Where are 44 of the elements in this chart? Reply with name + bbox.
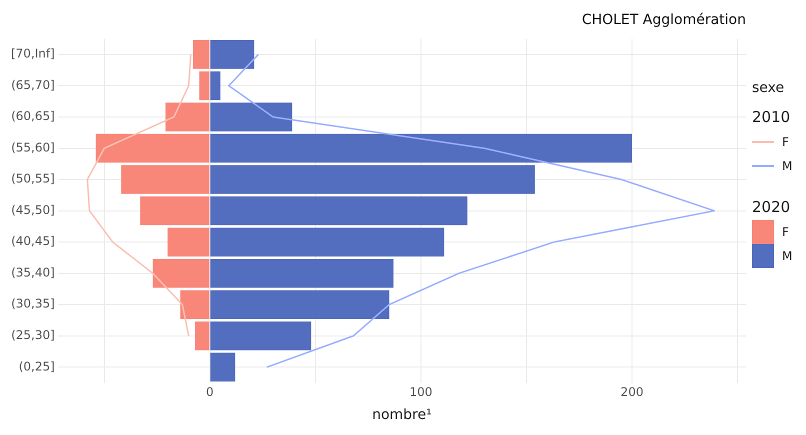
y-tick-label: (45,50] [11, 202, 55, 217]
bar [210, 134, 632, 163]
y-tick-label: (50,55] [11, 172, 55, 186]
bar [210, 352, 236, 382]
bar [210, 290, 390, 320]
bar [168, 228, 210, 256]
bar [210, 228, 444, 256]
bar [210, 258, 394, 288]
legend-label: M [782, 159, 792, 173]
y-tick-label: (35,40] [11, 265, 55, 280]
bar [210, 40, 254, 69]
bar [152, 258, 210, 288]
bar [96, 134, 210, 163]
chart-title: CHOLET Agglomération [582, 12, 746, 28]
y-tick-label: (60,65] [11, 109, 55, 124]
bar [180, 290, 210, 320]
bar [140, 196, 210, 226]
x-axis-title: nombre¹ [372, 407, 432, 424]
y-tick-label: (55,60] [11, 140, 55, 154]
bar [195, 322, 210, 350]
y-tick-label: (40,45] [11, 234, 55, 248]
y-tick-label: (0,25] [18, 359, 55, 374]
bar [192, 40, 210, 69]
y-tick-label: (30,35] [11, 296, 55, 311]
legend-label: M [782, 249, 792, 263]
x-tick-label: 200 [620, 385, 644, 400]
bar [210, 165, 535, 194]
bar [210, 322, 312, 350]
text: 2020 [752, 198, 792, 216]
bar [121, 165, 210, 194]
text: 2010 [752, 108, 792, 126]
bar [210, 196, 468, 226]
y-tick-label: [70,Inf] [10, 46, 55, 61]
bar [165, 102, 210, 132]
legend-label: F [782, 135, 789, 149]
bar [210, 102, 292, 132]
x-tick-label: 100 [409, 385, 432, 400]
y-tick-label: (25,30] [11, 328, 55, 342]
x-tick-label: 0 [206, 385, 214, 400]
legend-title: sexe [752, 80, 786, 96]
bar [210, 71, 220, 100]
bar [199, 71, 210, 100]
legend-label: F [782, 225, 789, 239]
y-tick-label: (65,70] [11, 78, 55, 92]
